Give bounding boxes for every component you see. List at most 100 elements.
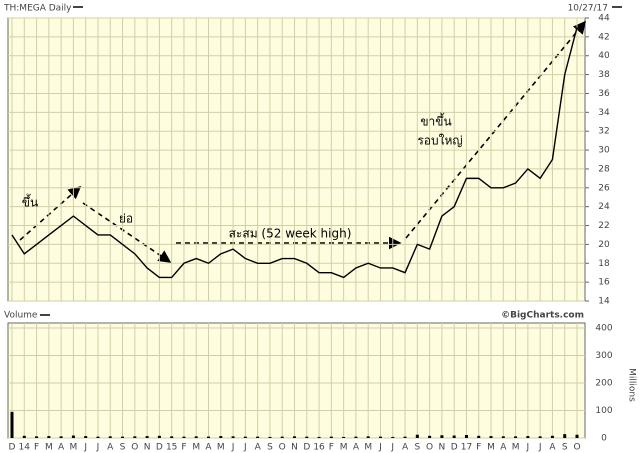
y-tick-label: 44 — [598, 14, 610, 24]
x-tick-label: J — [231, 443, 235, 453]
volume-bar — [194, 436, 198, 438]
volume-bar — [329, 436, 333, 438]
x-tick-label: J — [96, 443, 100, 453]
volume-bar — [268, 436, 272, 438]
x-tick-label: 17 — [461, 443, 472, 453]
x-tick-label: D — [303, 443, 310, 453]
x-tick-label: J — [83, 443, 87, 453]
volume-bar — [526, 436, 530, 438]
y2-tick-label: 300 — [595, 351, 612, 361]
x-tick-label: O — [573, 443, 580, 453]
y-tick-label: 28 — [598, 164, 610, 174]
x-tick-label: M — [217, 443, 225, 453]
x-tick-label: D — [9, 443, 16, 453]
y-tick-label: 24 — [598, 202, 610, 212]
price-line — [11, 27, 578, 279]
volume-bar — [378, 436, 382, 438]
volume-bar — [354, 436, 358, 438]
x-tick-label: M — [70, 443, 78, 453]
volume-bar — [293, 436, 296, 438]
trend-arrows — [19, 20, 587, 263]
volume-bar — [563, 434, 567, 438]
y-tick-label: 26 — [598, 183, 610, 193]
y-tick-label: 32 — [598, 127, 609, 137]
volume-bar — [108, 436, 112, 438]
x-tick-label: 16 — [313, 443, 325, 453]
x-tick-label: J — [378, 443, 382, 453]
source: ©BigCharts.com — [501, 311, 584, 321]
volume-panel — [7, 322, 586, 439]
volume-bar — [477, 435, 481, 438]
annotation: ขึ้น — [22, 194, 38, 210]
volume-bar — [317, 436, 321, 438]
volume-bar — [440, 435, 444, 438]
volume-bar — [96, 436, 100, 438]
x-tick-label: A — [500, 443, 507, 453]
volume-bar — [157, 435, 161, 438]
y-tick-label: 14 — [598, 297, 610, 307]
x-tick-label: N — [144, 443, 151, 453]
volume-bar — [452, 435, 456, 438]
x-tick-label: J — [526, 443, 530, 453]
volume-bar — [256, 436, 260, 438]
y2-tick-label: 100 — [595, 406, 612, 416]
date-label: 10/27/17 — [568, 4, 608, 14]
x-tick-label: A — [255, 443, 262, 453]
volume-bar — [145, 436, 149, 438]
volume-bar — [243, 436, 247, 438]
y-tick-label: 40 — [598, 51, 610, 61]
y2-tick-label: 400 — [595, 324, 612, 334]
x-tick-label: S — [414, 443, 420, 453]
volume-bar — [22, 435, 26, 438]
y2-label: Millions — [627, 368, 637, 402]
volume-bar — [84, 436, 88, 438]
x-tick-label: M — [45, 443, 53, 453]
x-tick-label: A — [549, 443, 556, 453]
annotation: สะสม (52 week high) — [229, 227, 352, 241]
volume-bar — [366, 436, 370, 438]
x-tick-label: S — [120, 443, 126, 453]
volume-bar — [35, 436, 39, 438]
volume-bar — [403, 436, 407, 438]
x-tick-label: A — [353, 443, 360, 453]
x-tick-label: M — [192, 443, 200, 453]
volume-bar — [489, 436, 493, 438]
y-tick-label: 38 — [598, 70, 610, 80]
x-tick-label: F — [34, 443, 39, 453]
x-tick-label: S — [267, 443, 273, 453]
x-tick-label: 15 — [166, 443, 177, 453]
x-tick-label: N — [439, 443, 446, 453]
x-tick-label: F — [181, 443, 186, 453]
volume-bar — [121, 436, 125, 438]
volume-bar — [231, 436, 235, 438]
y-tick-label: 42 — [598, 32, 609, 42]
date-icon — [612, 6, 622, 8]
volume-bar — [550, 435, 554, 438]
y-tick-label: 30 — [598, 146, 610, 156]
annotation: ย่อ — [119, 212, 133, 226]
x-tick-label: F — [476, 443, 481, 453]
y2-tick-label: 0 — [601, 434, 607, 444]
x-tick-label: O — [426, 443, 433, 453]
volume-bar — [47, 436, 51, 438]
volume-bar — [219, 436, 223, 438]
x-tick-label: M — [487, 443, 495, 453]
volume-bar — [514, 436, 518, 438]
x-tick-label: M — [512, 443, 520, 453]
volume-bar — [575, 434, 579, 438]
volume-bar — [170, 436, 174, 438]
volume-bar — [464, 434, 468, 438]
volume-bar — [133, 436, 137, 438]
x-tick-label: D — [451, 443, 458, 453]
y2-tick-label: 200 — [595, 379, 612, 389]
x-tick-label: A — [107, 443, 114, 453]
annotation: ขาขึ้น — [420, 113, 451, 129]
volume-bar — [280, 436, 284, 438]
y-tick-label: 34 — [598, 108, 610, 118]
x-tick-label: M — [364, 443, 372, 453]
x-tick-label: M — [340, 443, 348, 453]
volume-bar — [415, 434, 419, 438]
volume-icon — [40, 314, 50, 316]
y-tick-label: 16 — [598, 278, 610, 288]
volume-title: Volume — [4, 311, 38, 321]
